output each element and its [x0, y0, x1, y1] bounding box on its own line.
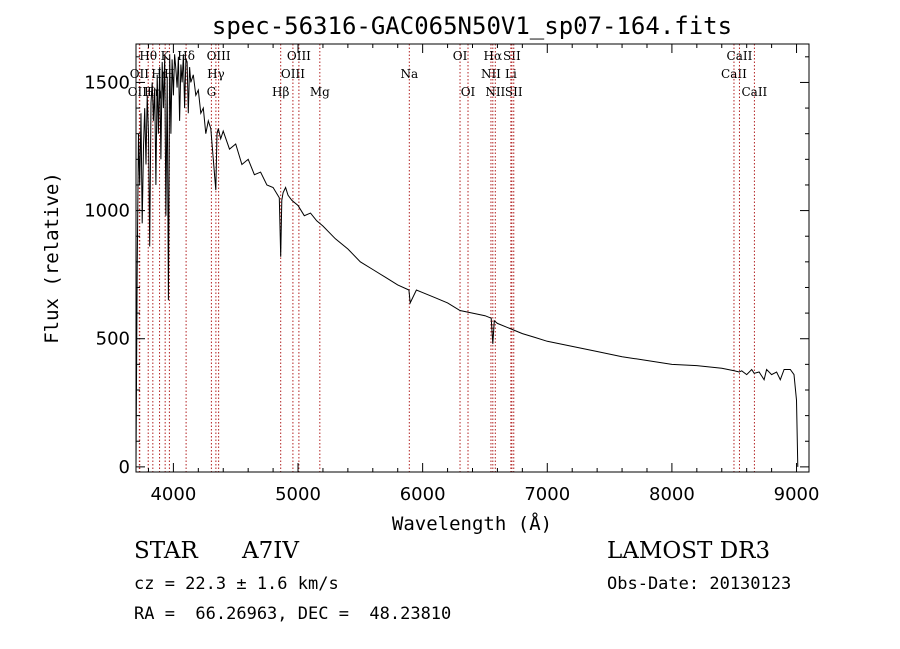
- spectral-line-label: OIII: [128, 85, 152, 99]
- y-tick-label: 1000: [84, 201, 130, 222]
- y-tick-label: 0: [119, 457, 130, 478]
- spectral-line-label: NII: [485, 85, 505, 99]
- spectral-line-label: OI: [461, 85, 476, 99]
- spectral-line-label: OIII: [287, 49, 311, 63]
- y-tick-label: 500: [96, 329, 130, 350]
- spectral-line-label: OII: [130, 67, 150, 81]
- redshift-text: cz = 22.3 ± 1.6 km/s: [134, 574, 339, 594]
- y-axis-label: Flux (relative): [41, 172, 63, 344]
- x-tick-label: 8000: [649, 484, 695, 505]
- spectral-line-label: SII: [503, 49, 521, 63]
- observation-date: Obs-Date: 20130123: [607, 574, 792, 594]
- spectral-line-label: Hα: [484, 49, 503, 63]
- spectral-line-label: OIII: [281, 67, 305, 81]
- spectral-line-label: Na: [400, 67, 418, 81]
- spectral-line-label: CaII: [727, 49, 753, 63]
- coordinates-text: RA = 66.26963, DEC = 48.23810: [134, 604, 452, 624]
- spectrum-line: [135, 54, 799, 467]
- object-subclass: A7IV: [242, 538, 299, 564]
- x-axis-label: Wavelength (Å): [392, 512, 552, 535]
- spectral-line-label: Hθ: [139, 49, 157, 63]
- y-tick-label: 1500: [84, 72, 130, 93]
- x-tick-label: 7000: [524, 484, 570, 505]
- spectral-line-label: SII: [505, 85, 523, 99]
- spectral-line-label: OIII: [207, 49, 231, 63]
- spectral-line-markers: HθOIIOIIIHηHεKHHδGHγOIIIHβOIIIOIIIMgNaOI…: [128, 44, 768, 472]
- axis-ticks: 4000 5000 6000 7000 8000 9000 0 500 1000 1500: [84, 44, 819, 505]
- spectral-line-label: CaII: [721, 67, 747, 81]
- x-tick-label: 6000: [400, 484, 446, 505]
- spectral-line-label: Hβ: [272, 85, 289, 99]
- spectral-line-label: Hγ: [207, 67, 225, 81]
- spectral-line-label: Hδ: [177, 49, 195, 63]
- x-tick-label: 4000: [150, 484, 196, 505]
- chart-title: spec-56316-GAC065N50V1_sp07-164.fits: [212, 12, 732, 40]
- spectral-line-label: CaII: [741, 85, 767, 99]
- survey-name: LAMOST DR3: [607, 538, 771, 564]
- spectral-line-label: NII: [481, 67, 501, 81]
- x-tick-label: 9000: [774, 484, 820, 505]
- x-tick-label: 5000: [275, 484, 321, 505]
- plot-frame: [135, 43, 810, 473]
- spectral-line-label: G: [207, 85, 217, 99]
- spectral-line-label: K: [161, 49, 171, 63]
- spectral-line-label: Mg: [310, 85, 330, 99]
- spectral-line-label: OI: [453, 49, 468, 63]
- object-type: STAR: [134, 538, 198, 564]
- spectral-line-label: Li: [505, 67, 517, 81]
